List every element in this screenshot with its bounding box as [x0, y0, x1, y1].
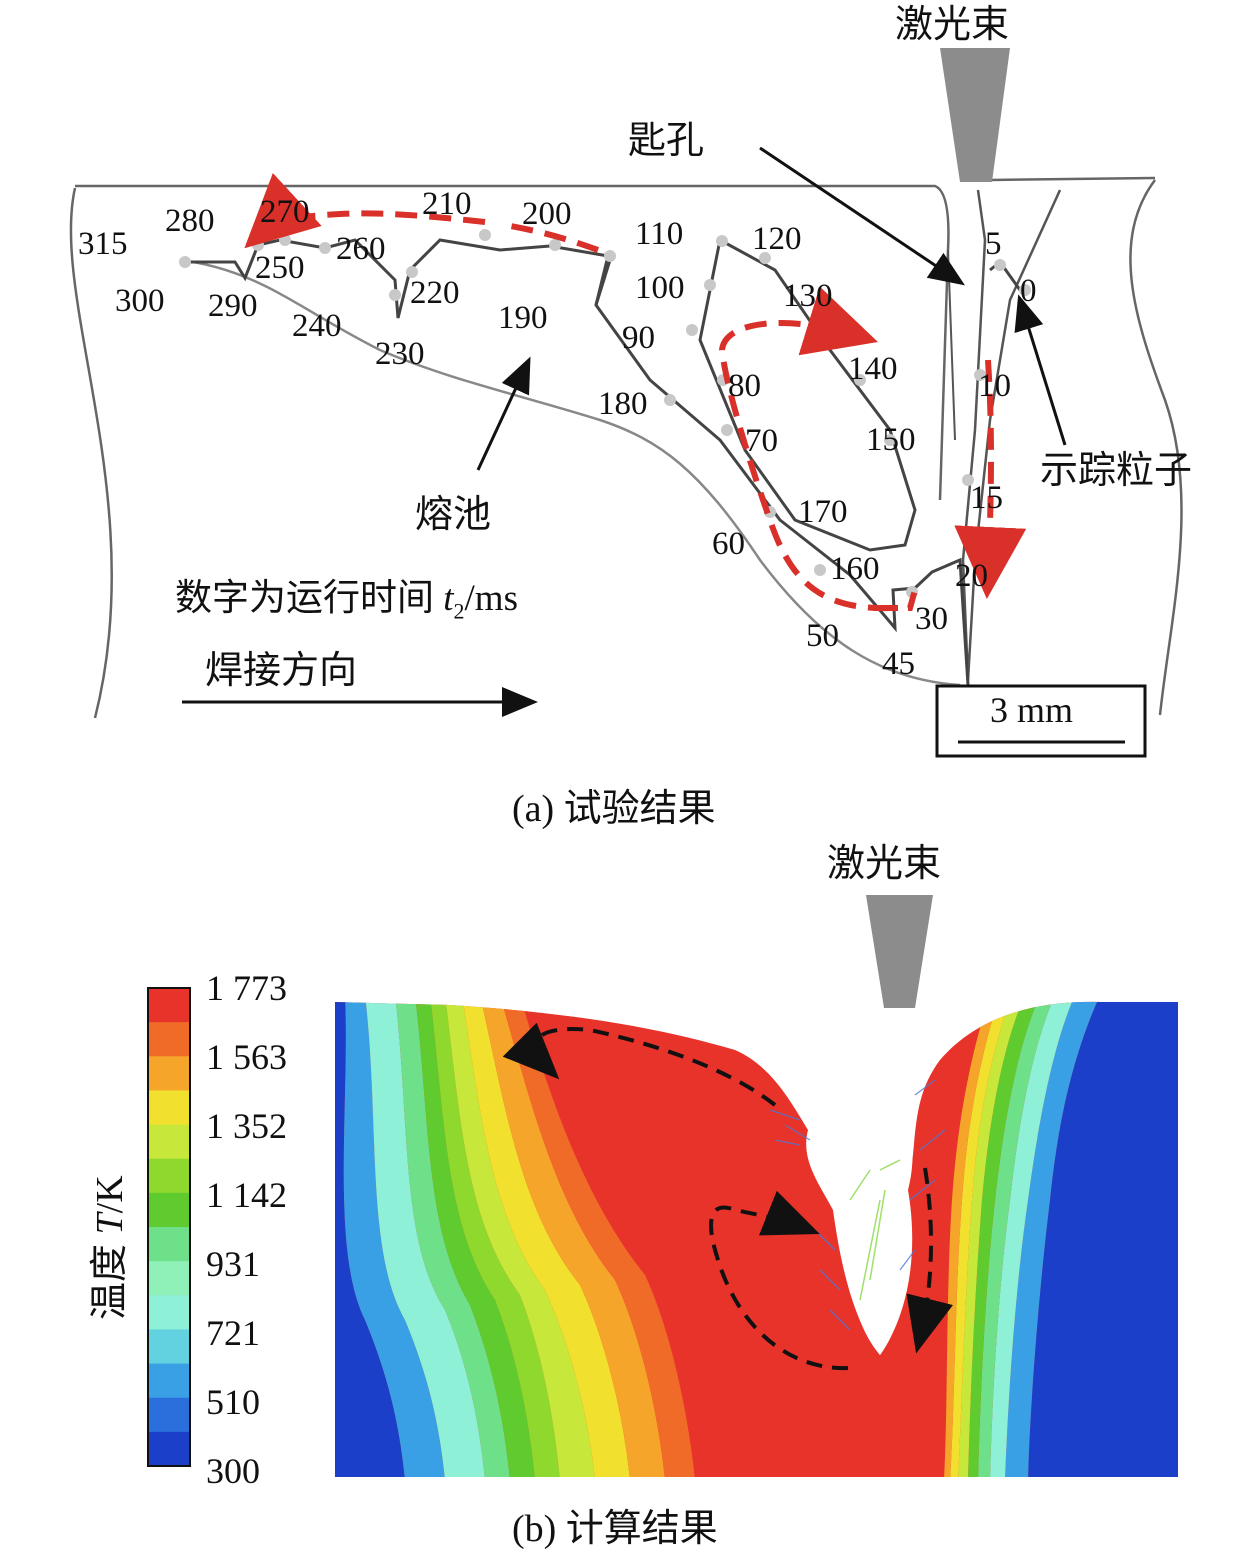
time-label: 80: [728, 368, 761, 404]
legend-swatch: [148, 1261, 190, 1296]
time-label: 130: [783, 278, 833, 314]
time-label: 170: [798, 494, 848, 530]
legend-swatch: [148, 1329, 190, 1365]
time-label: 210: [422, 186, 472, 222]
time-label: 110: [635, 216, 684, 252]
time-label: 5: [985, 226, 1002, 262]
time-label: 45: [882, 646, 915, 682]
caption-a: (a) 试验结果: [512, 788, 716, 830]
flow-arrow-upper: [244, 172, 486, 249]
legend-colorbar: [147, 987, 191, 1467]
keyhole-pointer: [759, 146, 965, 286]
beam-label-b: 激光束: [827, 843, 942, 885]
flow-arrow-right-b: [906, 1167, 953, 1354]
flow-arrow-loop: [718, 286, 891, 612]
time-label: 240: [292, 308, 342, 344]
time-label: 70: [745, 423, 778, 459]
keyhole-cavity: [808, 1106, 913, 1355]
legend-swatch: [148, 1397, 190, 1433]
legend-swatch: [148, 1022, 190, 1057]
time-label: 220: [410, 275, 460, 311]
flow-arrow-keyhole: [954, 359, 1027, 599]
legend-value: 1 142: [206, 1175, 287, 1215]
time-label: 0: [1020, 273, 1037, 309]
time-label: 10: [978, 368, 1011, 404]
legend-swatch: [148, 1056, 190, 1091]
legend-value: 1 352: [206, 1106, 287, 1146]
time-label: 140: [848, 351, 898, 387]
time-label: 230: [375, 336, 425, 372]
time-label: 200: [522, 196, 572, 232]
tracer-pointer: [1014, 294, 1067, 446]
workpiece-outline: [69, 187, 113, 719]
legend-swatch: [148, 988, 190, 1023]
legend-value: 931: [206, 1244, 260, 1284]
time-label: 160: [830, 551, 880, 587]
time-label: 20: [955, 558, 988, 594]
time-label: 190: [498, 300, 548, 336]
legend-swatch: [148, 1124, 190, 1160]
flow-arrow-top: [502, 1022, 777, 1107]
legend-border: [147, 987, 191, 1467]
time-label: 180: [598, 386, 648, 422]
keyhole-vectors: [849, 1159, 901, 1301]
time-label: 120: [752, 221, 802, 257]
time-label: 150: [866, 422, 916, 458]
keyhole: [961, 189, 1062, 681]
legend-value: 510: [206, 1382, 260, 1422]
legend-title: 温度 T/K: [89, 1175, 131, 1320]
pool-label: 熔池: [415, 494, 492, 536]
tracer-label: 示踪粒子: [1040, 450, 1193, 492]
time-label: 30: [915, 601, 948, 637]
time-label: 15: [970, 480, 1003, 516]
legend-swatch: [148, 1192, 190, 1228]
pool-pointer: [476, 356, 531, 471]
laser-nozzle: [940, 48, 1010, 182]
caption-b: (b) 计算结果: [512, 1508, 718, 1550]
time-label: 315: [78, 226, 128, 262]
time-label: 290: [208, 288, 258, 324]
laser-nozzle-b: [866, 895, 933, 1008]
legend-swatch: [148, 1295, 190, 1330]
panel-a-drawing: [69, 48, 1183, 758]
legend-swatch: [148, 1158, 190, 1194]
time-label: 270: [260, 194, 310, 230]
temperature-field: [335, 1001, 1178, 1477]
legend-swatch: [148, 1227, 190, 1262]
time-label: 280: [165, 203, 215, 239]
keyhole-label: 匙孔: [628, 120, 705, 162]
time-label: 250: [255, 250, 305, 286]
legend-value: 1 563: [206, 1037, 287, 1077]
time-label: 260: [336, 231, 386, 267]
time-label: 100: [635, 270, 685, 306]
flow-arrow-loop-b: [709, 1190, 849, 1371]
direction-label: 焊接方向: [205, 650, 358, 692]
legend-value: 721: [206, 1313, 260, 1353]
legend-value: 1 773: [206, 968, 287, 1008]
beam-label-a: 激光束: [895, 4, 1010, 46]
legend-swatch: [148, 1431, 190, 1467]
legend-swatch: [148, 1090, 190, 1126]
time-label: 50: [806, 618, 839, 654]
time-label: 60: [712, 526, 745, 562]
legend-swatch: [148, 1363, 190, 1399]
time-note: 数字为运行时间 t2/ms: [175, 578, 518, 624]
velocity-vectors: [769, 1079, 946, 1331]
time-label: 300: [115, 283, 165, 319]
time-label: 90: [622, 320, 655, 356]
legend-value: 300: [206, 1451, 260, 1491]
scale-label: 3 mm: [990, 690, 1074, 730]
scale-box: [935, 684, 1147, 758]
molten-pool-boundary: [179, 258, 961, 687]
